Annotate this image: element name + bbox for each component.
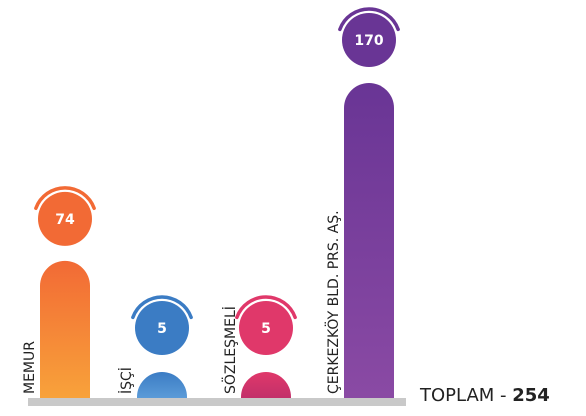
bar-0 [40, 260, 90, 398]
bar-1 [137, 372, 187, 398]
bars-group: 74 MEMUR 5 İŞÇİ 5 SÖZLEŞMELİ 170 ÇERKEZKÖY BLD.… [22, 7, 400, 398]
value-bubble-0 [38, 191, 92, 246]
value-bubble-1 [135, 301, 189, 355]
bar-2 [241, 372, 291, 398]
category-label-2: SÖZLEŞMELİ [221, 306, 239, 394]
category-label-1: İŞÇİ [117, 367, 135, 394]
value-label-1: 5 [157, 321, 167, 337]
total-summary: TOPLAM - 254 [420, 384, 550, 408]
total-value: 254 [512, 385, 550, 406]
category-label-0: MEMUR [22, 341, 38, 394]
bubble-arc-0 [34, 186, 96, 211]
bubble-arc-2 [235, 295, 297, 320]
total-label: TOPLAM - [420, 385, 513, 406]
value-label-2: 5 [261, 321, 271, 337]
baseline-axis [28, 398, 406, 406]
bar-3 [344, 83, 394, 398]
value-label-3: 170 [354, 33, 383, 49]
value-bubble-3 [342, 13, 396, 67]
bubble-arc-1 [131, 295, 193, 320]
value-label-0: 74 [55, 212, 75, 228]
bubble-arc-3 [338, 7, 400, 32]
value-bubble-2 [239, 301, 293, 355]
category-label-3: ÇERKEZKÖY BLD. PRS. AŞ. [324, 210, 342, 394]
